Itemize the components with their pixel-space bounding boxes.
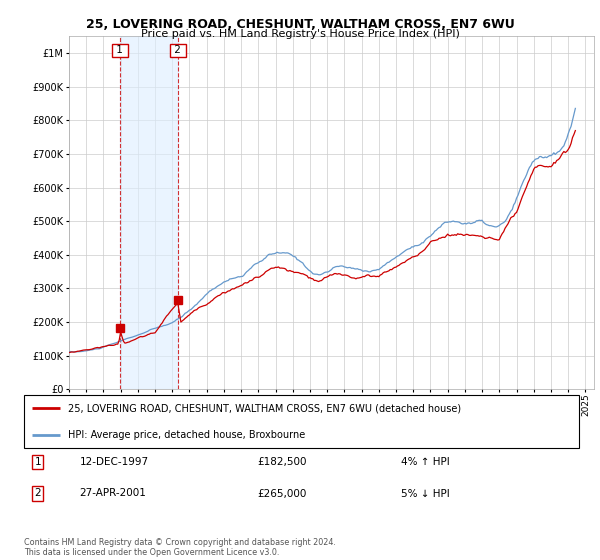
Text: Contains HM Land Registry data © Crown copyright and database right 2024.
This d: Contains HM Land Registry data © Crown c… [24, 538, 336, 557]
Text: Price paid vs. HM Land Registry's House Price Index (HPI): Price paid vs. HM Land Registry's House … [140, 29, 460, 39]
Text: £265,000: £265,000 [257, 488, 307, 498]
Text: 12-DEC-1997: 12-DEC-1997 [79, 457, 149, 467]
Text: 4% ↑ HPI: 4% ↑ HPI [401, 457, 450, 467]
Text: 25, LOVERING ROAD, CHESHUNT, WALTHAM CROSS, EN7 6WU (detached house): 25, LOVERING ROAD, CHESHUNT, WALTHAM CRO… [68, 403, 461, 413]
Text: 2: 2 [35, 488, 41, 498]
Text: 27-APR-2001: 27-APR-2001 [79, 488, 146, 498]
Text: HPI: Average price, detached house, Broxbourne: HPI: Average price, detached house, Brox… [68, 430, 305, 440]
Text: 1: 1 [113, 45, 127, 55]
Bar [120, 36, 178, 389]
Text: 1: 1 [35, 457, 41, 467]
Text: £182,500: £182,500 [257, 457, 307, 467]
Text: 25, LOVERING ROAD, CHESHUNT, WALTHAM CROSS, EN7 6WU: 25, LOVERING ROAD, CHESHUNT, WALTHAM CRO… [86, 18, 514, 31]
Text: 2: 2 [171, 45, 184, 55]
Text: 5% ↓ HPI: 5% ↓ HPI [401, 488, 450, 498]
